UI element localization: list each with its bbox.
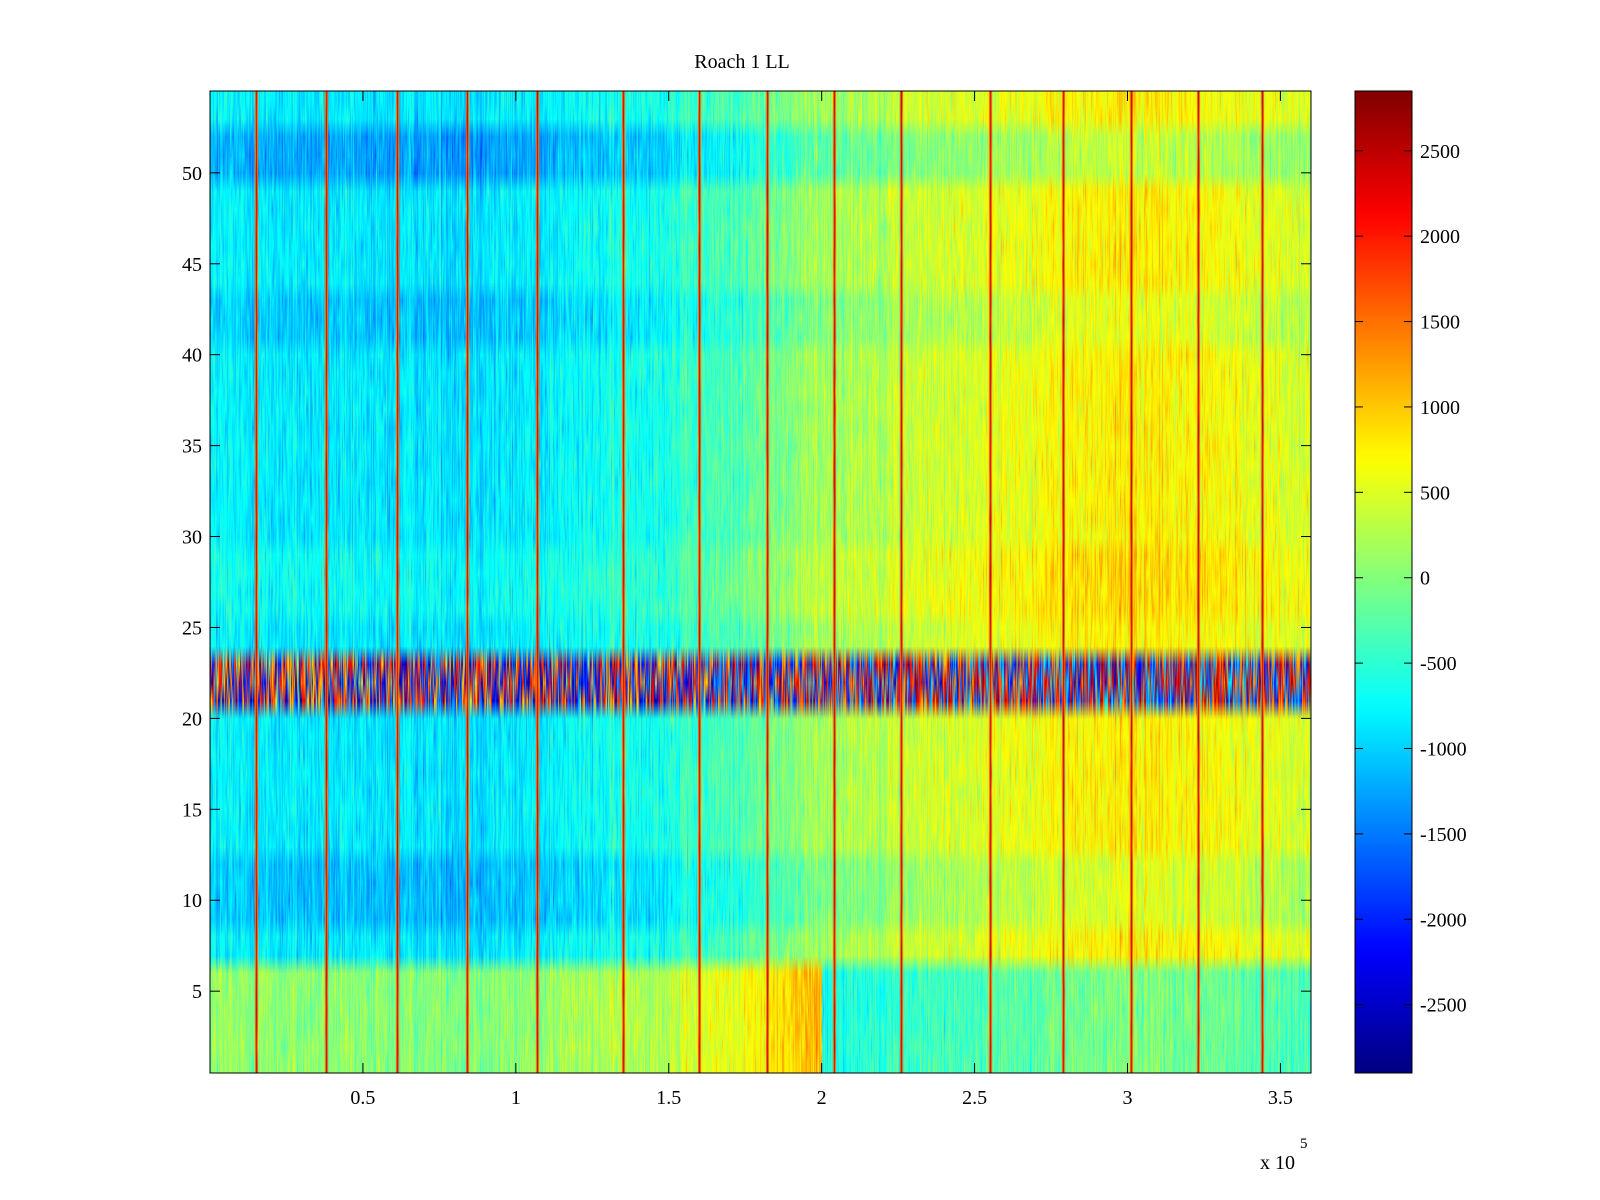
y-tick-label: 20 <box>182 708 202 730</box>
colorbar: 2500 2000 1500 1000 500 0 -500 -1000 -1500 -2000 -… <box>1354 90 1467 1074</box>
x-tick-label: 2.5 <box>962 1087 987 1109</box>
chart-title: Roach 1 LL <box>694 51 790 73</box>
x-exponent-power: 5 <box>1300 1136 1308 1152</box>
colorbar-tick-label: 0 <box>1420 568 1430 590</box>
colorbar-gradient <box>1355 91 1412 1073</box>
y-tick-label: 30 <box>182 527 202 549</box>
heatmap-image <box>210 91 1311 1073</box>
colorbar-tick-label: 2000 <box>1420 226 1460 248</box>
colorbar-tick-label: 500 <box>1420 482 1450 504</box>
colorbar-tick-label: 1500 <box>1420 312 1460 334</box>
colorbar-tick-label: -2500 <box>1420 995 1467 1017</box>
colorbar-tick-label: -500 <box>1420 653 1457 675</box>
y-tick-label: 10 <box>182 890 202 912</box>
x-tick-label: 3 <box>1123 1087 1133 1109</box>
colorbar-tick-label: -1500 <box>1420 824 1467 846</box>
x-tick-label: 0.5 <box>350 1087 375 1109</box>
colorbar-tick-label: 1000 <box>1420 397 1460 419</box>
colorbar-tick-label: -1000 <box>1420 739 1467 761</box>
plot-frame <box>209 90 1312 1074</box>
x-tick-label: 1 <box>511 1087 521 1109</box>
heatmap-area <box>209 90 1312 1074</box>
colorbar-tick-label: 2500 <box>1420 141 1460 163</box>
x-tick-label: 3.5 <box>1268 1087 1293 1109</box>
x-tick-label: 2 <box>817 1087 827 1109</box>
y-tick-label: 5 <box>192 981 202 1003</box>
x-tick-label: 1.5 <box>656 1087 681 1109</box>
y-tick-label: 35 <box>182 436 202 458</box>
x-exponent-base: x 10 <box>1260 1152 1295 1174</box>
colorbar-ticks: 2500 2000 1500 1000 500 0 -500 -1000 -1500 -2000 -… <box>1355 141 1467 1017</box>
colorbar-frame <box>1354 90 1413 1074</box>
x-axis: 0.5 1 1.5 2 2.5 3 3.5 <box>350 91 1293 1109</box>
y-tick-label: 50 <box>182 163 202 185</box>
colorbar-tick-label: -2000 <box>1420 909 1467 931</box>
y-axis: 5 10 15 20 25 30 35 40 45 50 <box>182 163 1311 1003</box>
y-tick-label: 25 <box>182 617 202 639</box>
y-tick-label: 40 <box>182 345 202 367</box>
y-tick-label: 45 <box>182 254 202 276</box>
y-tick-label: 15 <box>182 799 202 821</box>
